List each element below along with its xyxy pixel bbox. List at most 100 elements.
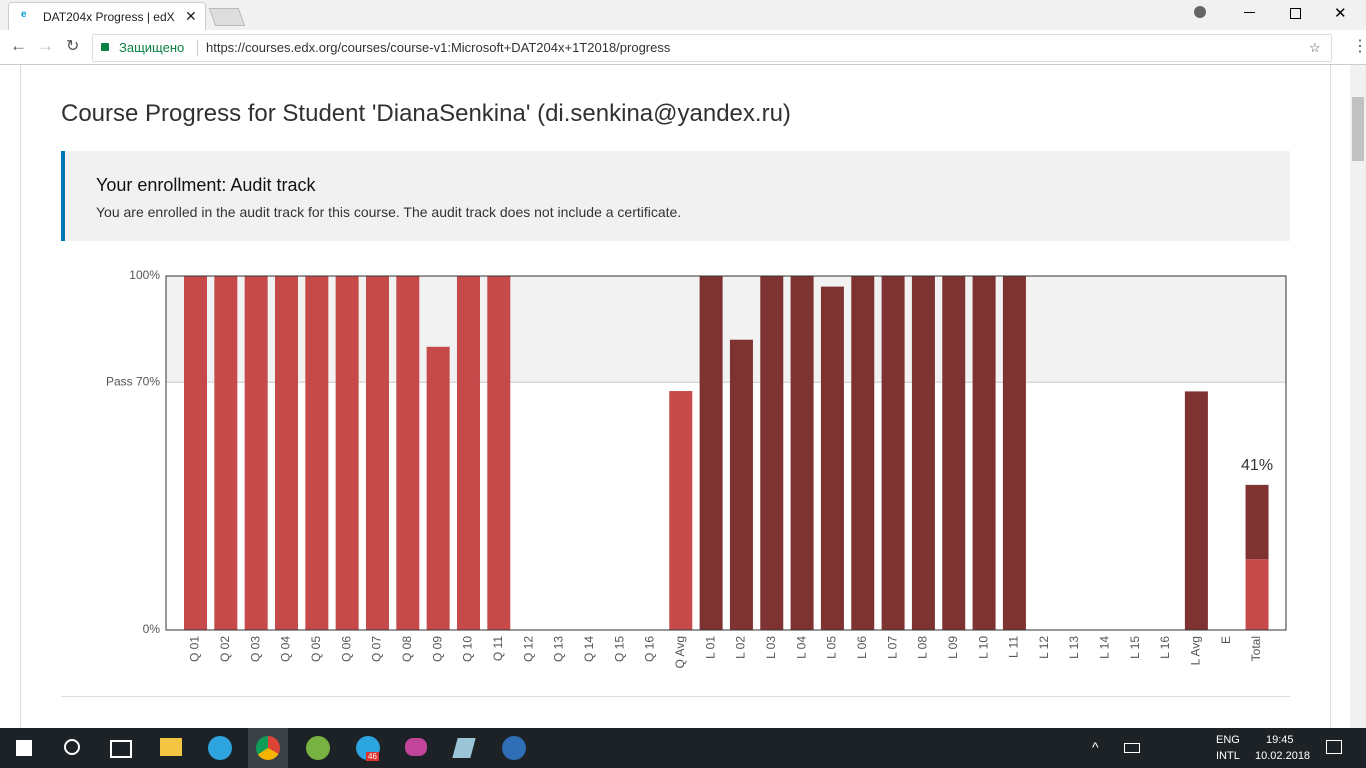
bar xyxy=(911,276,935,630)
x-tick-label: Q 08 xyxy=(400,636,414,662)
search[interactable] xyxy=(64,739,80,755)
bar xyxy=(335,276,359,630)
y-tick-label: Pass 70% xyxy=(106,374,160,388)
enrollment-text: You are enrolled in the audit track for … xyxy=(96,204,682,220)
x-tick-label: E xyxy=(1219,636,1233,644)
bar xyxy=(365,276,389,630)
x-tick-label: Q 07 xyxy=(370,636,384,662)
close[interactable]: ✕ xyxy=(1334,5,1347,22)
x-tick-label: L 15 xyxy=(1128,636,1142,659)
x-tick-label: Q 09 xyxy=(430,636,444,662)
y-tick-label: 0% xyxy=(143,622,161,636)
taskbar: 46 ^ ENG INTL 19:45 10.02.2018 xyxy=(0,728,1366,768)
start-button[interactable] xyxy=(16,740,32,756)
maximize[interactable] xyxy=(1290,8,1301,19)
bar xyxy=(184,276,207,630)
x-tick-label: L 05 xyxy=(825,636,839,659)
layout[interactable]: INTL xyxy=(1216,750,1240,762)
badge: 46 xyxy=(366,752,379,761)
page-title: Course Progress for Student 'DianaSenkin… xyxy=(61,100,791,127)
omnibox[interactable]: Защищено https://courses.edx.org/courses… xyxy=(92,34,1332,62)
chrome-active[interactable] xyxy=(248,728,288,768)
scroll-thumb[interactable] xyxy=(1352,97,1364,161)
favicon: e xyxy=(21,9,27,20)
page-content xyxy=(20,65,1331,728)
utorrent-icon[interactable] xyxy=(306,736,330,760)
task-view[interactable] xyxy=(110,740,132,758)
url: https://courses.edx.org/courses/course-v… xyxy=(206,40,671,55)
x-tick-label: Q 03 xyxy=(248,636,262,662)
language[interactable]: ENG xyxy=(1216,734,1240,746)
progress-chart: 0% Pass 70% 100% 41% Q 01 Q 02 Q 03 Q 04 Q 05 Q 0… xyxy=(106,268,1287,668)
x-tick-label: Q 13 xyxy=(552,636,566,662)
x-tick-label: Q 05 xyxy=(309,636,323,662)
x-tick-label: Q Avg xyxy=(673,636,687,668)
x-tick-label: Q 06 xyxy=(339,636,353,662)
clock-time[interactable]: 19:45 xyxy=(1266,734,1294,746)
x-tick-label: Q 02 xyxy=(218,636,232,662)
bar xyxy=(487,276,511,630)
address-bar: ← → ↻ Защищено https://courses.edx.org/c… xyxy=(0,30,1366,65)
notifications[interactable] xyxy=(1326,740,1342,754)
tray-up[interactable]: ^ xyxy=(1092,739,1099,755)
x-tick-label: L 13 xyxy=(1067,636,1081,659)
bar xyxy=(1245,484,1269,560)
pass-band xyxy=(166,276,1286,383)
x-tick-label: Q 14 xyxy=(582,636,596,662)
notes-icon[interactable] xyxy=(452,738,476,758)
tab[interactable]: e DAT204x Progress | edX ✕ xyxy=(8,2,206,31)
bar xyxy=(669,391,693,630)
bar xyxy=(851,276,875,630)
explorer-icon[interactable] xyxy=(160,738,182,756)
bar xyxy=(790,276,814,630)
x-tick-label: L 07 xyxy=(885,636,899,659)
y-tick-label: 100% xyxy=(129,268,160,282)
tab-title: DAT204x Progress | edX xyxy=(43,10,175,24)
x-tick-label: L 09 xyxy=(946,636,960,659)
x-tick-label: L 03 xyxy=(764,636,778,659)
bar xyxy=(1002,276,1026,630)
menu[interactable]: ⋮ xyxy=(1352,38,1366,55)
bar xyxy=(1245,559,1269,630)
tab-bar: e DAT204x Progress | edX ✕ ✕ xyxy=(0,0,1366,31)
x-tick-label: Q 11 xyxy=(491,636,505,661)
enrollment-box: Your enrollment: Audit track You are enr… xyxy=(61,151,1290,241)
profile[interactable] xyxy=(1194,6,1206,18)
lock-icon xyxy=(101,43,109,51)
r-icon[interactable] xyxy=(502,736,526,760)
x-tick-label: L 08 xyxy=(916,636,930,659)
minimize[interactable] xyxy=(1244,12,1255,13)
app-icon[interactable] xyxy=(405,738,427,756)
bar xyxy=(214,276,238,630)
x-tick-label: L 02 xyxy=(734,636,748,659)
x-tick-label: L Avg xyxy=(1189,636,1203,665)
tab-close[interactable]: ✕ xyxy=(185,8,197,24)
forward[interactable]: → xyxy=(37,36,54,55)
telegram-icon[interactable] xyxy=(208,736,232,760)
x-tick-label: Q 16 xyxy=(643,636,657,662)
scrollbar xyxy=(1350,65,1366,728)
bar xyxy=(942,276,966,630)
bar xyxy=(426,346,450,630)
battery[interactable] xyxy=(1124,743,1140,753)
x-tick-label: L 06 xyxy=(855,636,869,659)
bar xyxy=(699,276,723,630)
x-tick-label: Q 01 xyxy=(188,636,202,662)
reload[interactable]: ↻ xyxy=(66,38,80,55)
x-tick-label: L 10 xyxy=(976,636,990,659)
x-tick-label: L 11 xyxy=(1007,636,1021,658)
x-tick-label: L 04 xyxy=(794,636,808,659)
x-tick-label: Q 15 xyxy=(612,636,626,662)
bar xyxy=(456,276,480,630)
x-tick-label: Q 10 xyxy=(461,636,475,662)
bookmark-star[interactable]: ☆ xyxy=(1309,40,1321,55)
x-tick-label: L 01 xyxy=(703,636,717,659)
x-tick-label: Q 12 xyxy=(521,636,535,662)
x-tick-label: Total xyxy=(1249,636,1263,661)
divider xyxy=(61,696,1290,697)
clock-date[interactable]: 10.02.2018 xyxy=(1255,750,1311,762)
back[interactable]: ← xyxy=(10,36,27,55)
x-tick-label: L 14 xyxy=(1098,636,1112,659)
bar xyxy=(274,276,298,630)
chrome-icon xyxy=(256,736,280,760)
